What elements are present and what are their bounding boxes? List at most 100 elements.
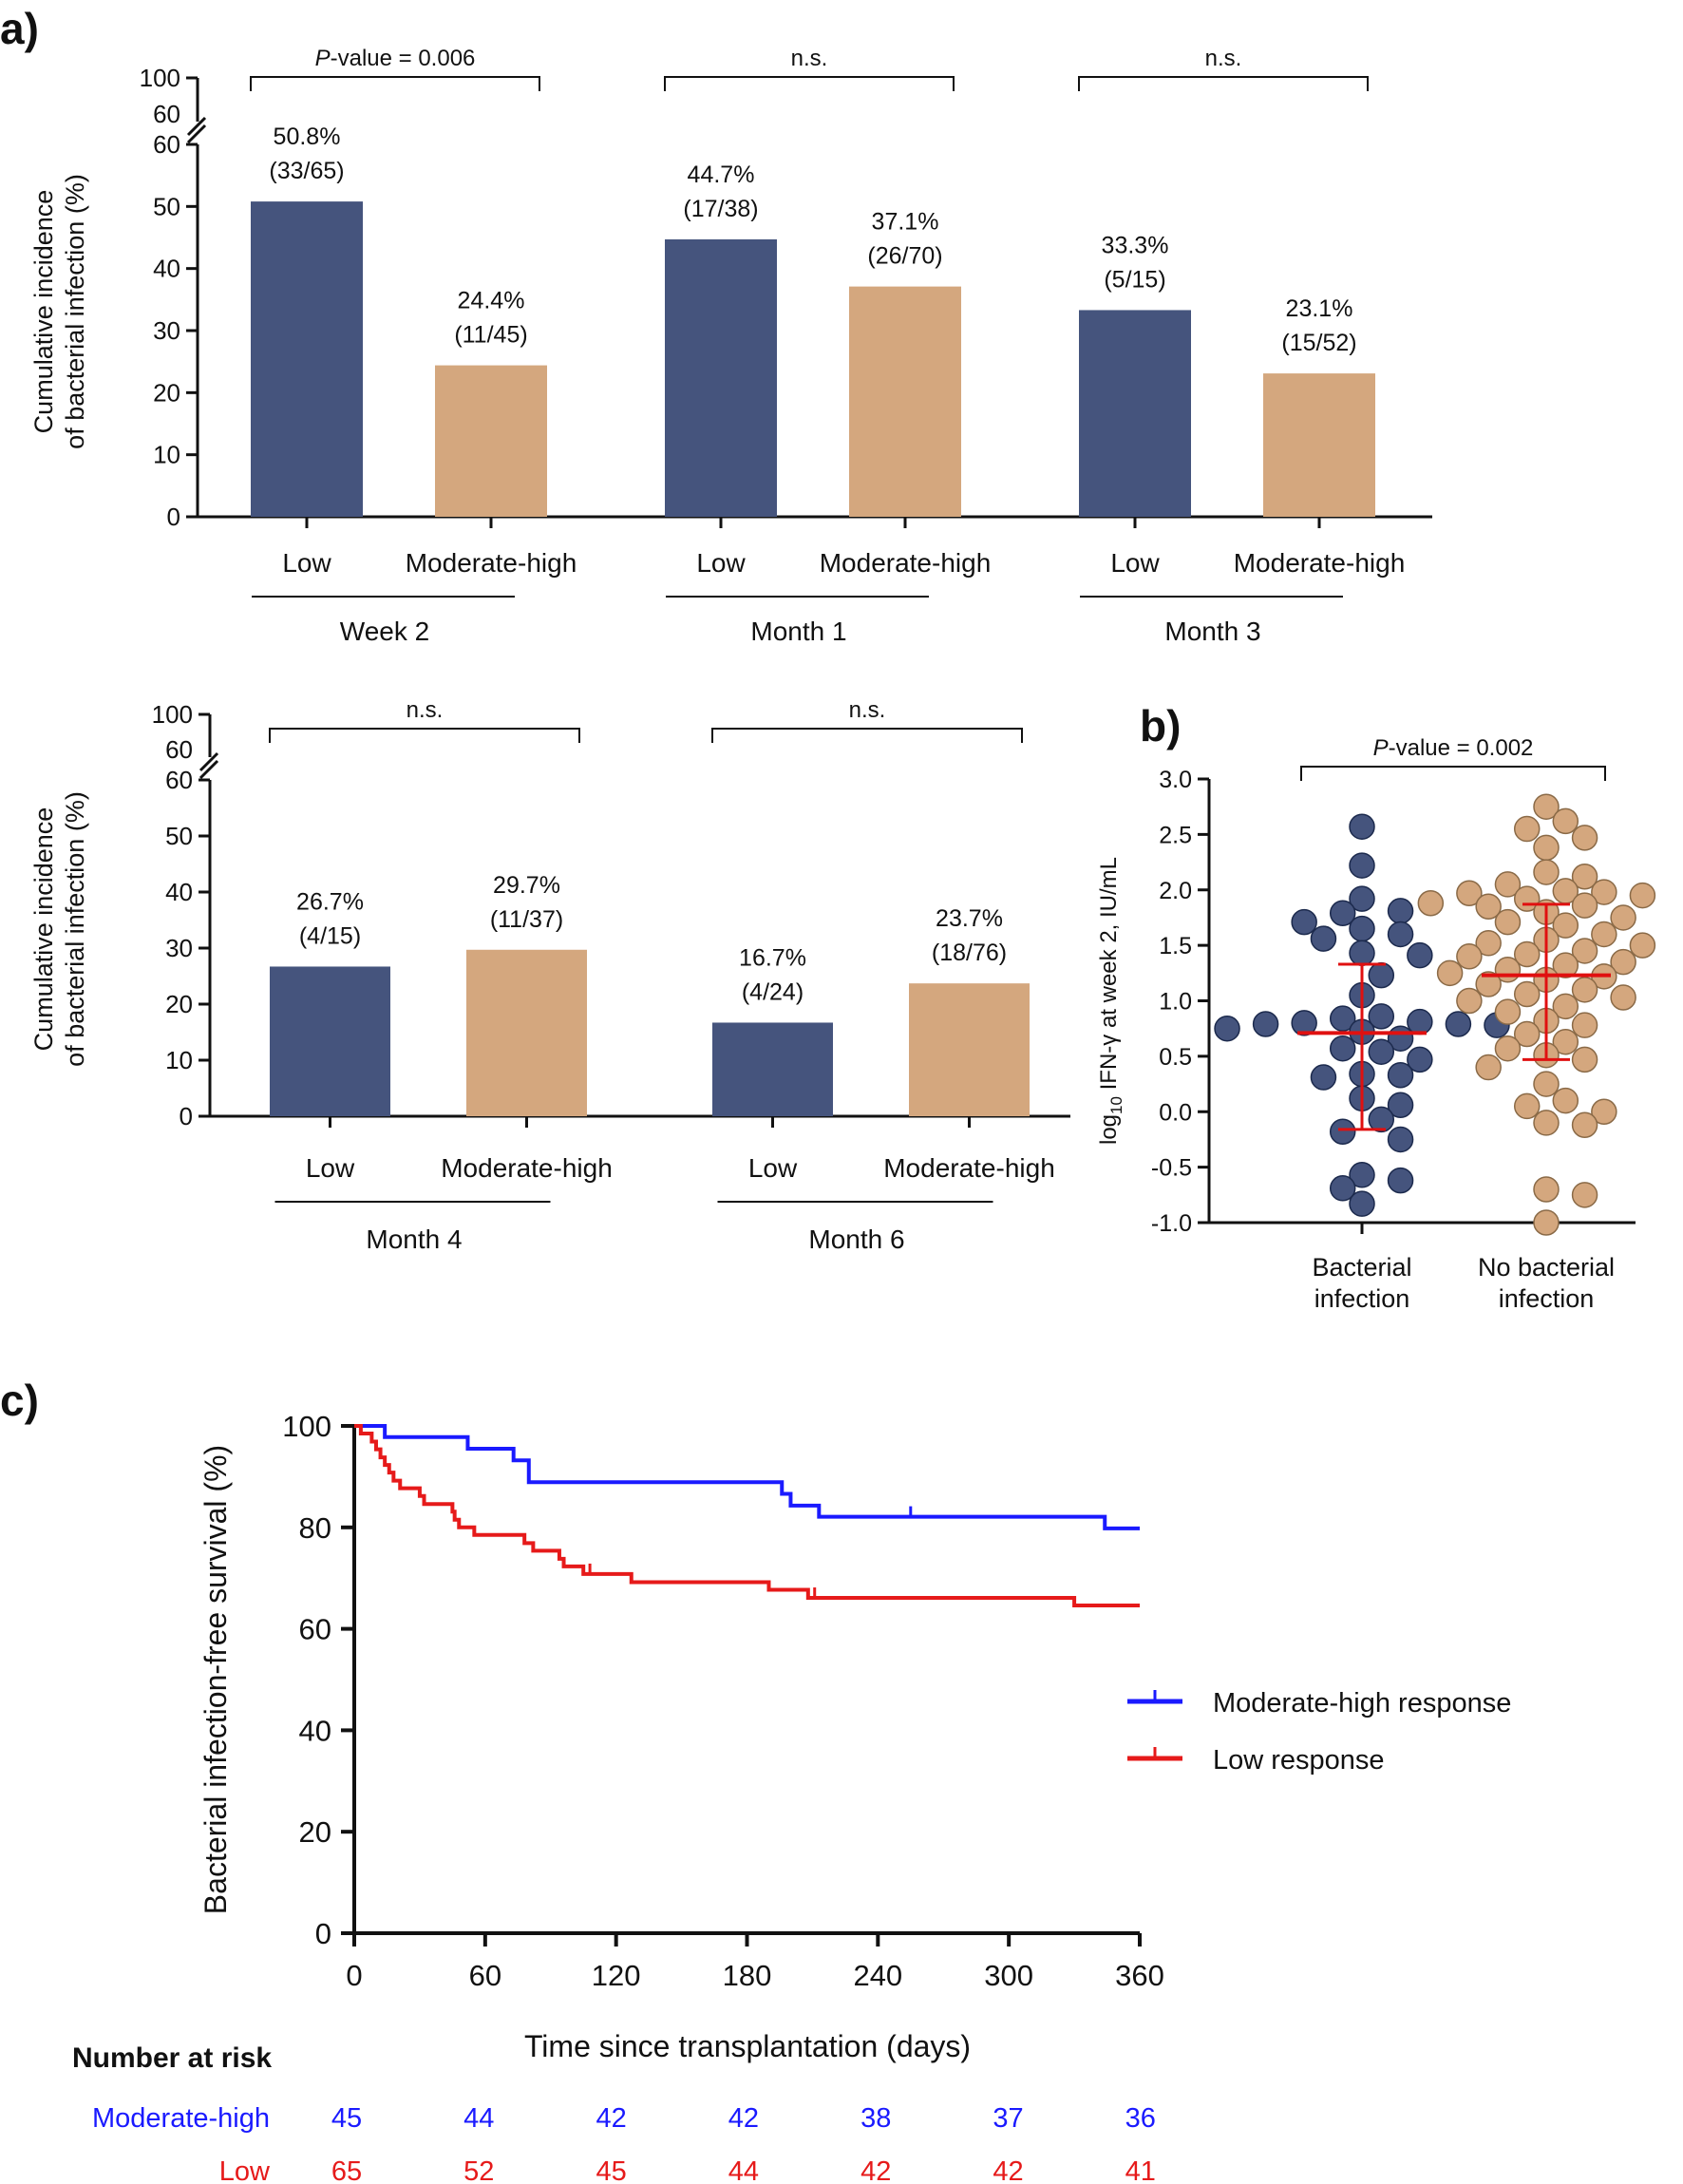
bar-moderate_high <box>849 286 961 517</box>
y-tick-label: 10 <box>153 441 180 469</box>
group-label: Month 3 <box>1164 617 1260 646</box>
data-point <box>1456 943 1483 970</box>
data-point <box>1436 959 1464 987</box>
group-label: Month 4 <box>366 1225 462 1254</box>
x-tick-label: 180 <box>723 1959 772 1992</box>
data-point <box>1349 1162 1375 1188</box>
data-point <box>1329 1005 1356 1032</box>
category-label: Moderate-high <box>441 1153 613 1183</box>
data-point <box>1387 1167 1414 1194</box>
y-tick-label: 2.0 <box>1159 878 1192 904</box>
data-point <box>1552 912 1579 939</box>
risk-table-row-label: Low <box>219 2156 271 2184</box>
risk-table-value: 36 <box>1125 2103 1156 2134</box>
risk-table-title: Number at risk <box>72 2042 272 2074</box>
data-point <box>1494 998 1522 1025</box>
data-label-count: (11/45) <box>454 322 527 349</box>
data-point <box>1513 1092 1541 1120</box>
group-label: Month 1 <box>750 617 846 646</box>
data-point <box>1368 961 1395 989</box>
risk-table-value: 44 <box>463 2103 494 2134</box>
data-point <box>1417 890 1445 917</box>
y-tick-label: 0 <box>180 1102 193 1130</box>
data-point <box>1475 893 1502 921</box>
y-tick-label: 100 <box>140 64 180 92</box>
data-label: 24.4% <box>458 288 525 314</box>
x-tick-label: 240 <box>853 1959 902 1992</box>
data-label-count: (5/15) <box>1104 266 1165 293</box>
category-label: infection <box>1499 1284 1595 1313</box>
y-tick-label: 30 <box>153 316 180 345</box>
bar-moderate_high <box>435 365 547 517</box>
data-point <box>1552 1087 1579 1114</box>
data-point <box>1513 940 1541 968</box>
data-point <box>1533 834 1560 862</box>
comparison-label: n.s. <box>1205 46 1242 71</box>
data-point <box>1533 793 1560 820</box>
data-point <box>1329 900 1356 927</box>
risk-table-value: 42 <box>728 2103 759 2134</box>
bar-low <box>712 1022 833 1116</box>
data-point <box>1475 1054 1502 1081</box>
comparison-bracket <box>1078 76 1369 91</box>
x-tick-label: 300 <box>984 1959 1033 1992</box>
y-tick-label: 50 <box>153 192 180 220</box>
group-label: Month 6 <box>808 1225 904 1254</box>
y-tick-label: 60 <box>299 1613 331 1646</box>
y-tick-label: 40 <box>153 255 180 283</box>
data-point <box>1591 1098 1617 1125</box>
x-axis-label: Time since transplantation (days) <box>524 2029 971 2063</box>
axis-break-mark <box>186 116 207 137</box>
data-point <box>1552 807 1579 835</box>
x-tick-label: 0 <box>346 1959 362 1992</box>
bar-low <box>1079 310 1191 517</box>
data-point <box>1571 1182 1598 1208</box>
y-tick-label: 50 <box>165 822 193 850</box>
category-label: Low <box>696 548 746 578</box>
data-point <box>1494 908 1522 936</box>
data-point <box>1456 880 1483 907</box>
data-point <box>1552 993 1579 1020</box>
data-point <box>1591 879 1617 905</box>
data-point <box>1329 1175 1356 1202</box>
risk-table-value: 41 <box>1125 2156 1156 2184</box>
data-point <box>1571 1046 1598 1073</box>
dot-plot-b: -1.0 -0.5 0.0 0.5 1.0 1.5 2.0 2.5 3.0 log10 IFN-γ… <box>1096 735 1656 1313</box>
data-label: 23.7% <box>936 905 1003 932</box>
data-point <box>1571 977 1598 1003</box>
y-axis-label: Cumulative incidence of bacterial infecti… <box>29 791 89 1067</box>
y-tick-label: 80 <box>299 1511 331 1545</box>
category-label: No bacterial <box>1478 1253 1615 1282</box>
comparison-bracket <box>250 76 540 91</box>
data-point <box>1533 1071 1560 1097</box>
data-point <box>1349 813 1375 840</box>
y-tick-label: 3.0 <box>1159 767 1192 793</box>
comparison-label: n.s. <box>407 697 444 723</box>
data-label: 33.3% <box>1102 232 1169 258</box>
data-label: 37.1% <box>872 209 939 236</box>
data-point <box>1407 941 1433 969</box>
data-point <box>1552 952 1579 978</box>
y-tick-label: 60 <box>165 735 193 764</box>
data-point <box>1368 1038 1395 1065</box>
bar-chart-a-top: 0 10 20 30 40 50 60 100 60 Cumulative incidence of… <box>29 46 1432 646</box>
y-tick-label: 0.5 <box>1159 1044 1192 1071</box>
data-point <box>1310 925 1337 952</box>
data-point <box>1571 892 1598 919</box>
data-point <box>1552 1028 1579 1055</box>
survival-line-moderate-high <box>354 1424 1140 1530</box>
risk-table-row-label: Moderate-high <box>92 2103 270 2134</box>
y-tick-label: 20 <box>153 378 180 407</box>
data-label: 23.1% <box>1286 295 1353 322</box>
category-label: Low <box>1110 548 1160 578</box>
risk-table-value: 65 <box>331 2156 362 2184</box>
data-point <box>1349 852 1375 879</box>
data-point <box>1533 1209 1560 1236</box>
y-tick-label: 40 <box>165 878 193 906</box>
data-point <box>1349 1190 1375 1217</box>
y-tick-label: 20 <box>299 1815 331 1849</box>
data-point <box>1571 1111 1598 1139</box>
data-point <box>1387 1092 1414 1118</box>
y-axis-label: Bacterial infection-free survival (%) <box>199 1445 233 1914</box>
legend-label: Low response <box>1213 1745 1385 1776</box>
